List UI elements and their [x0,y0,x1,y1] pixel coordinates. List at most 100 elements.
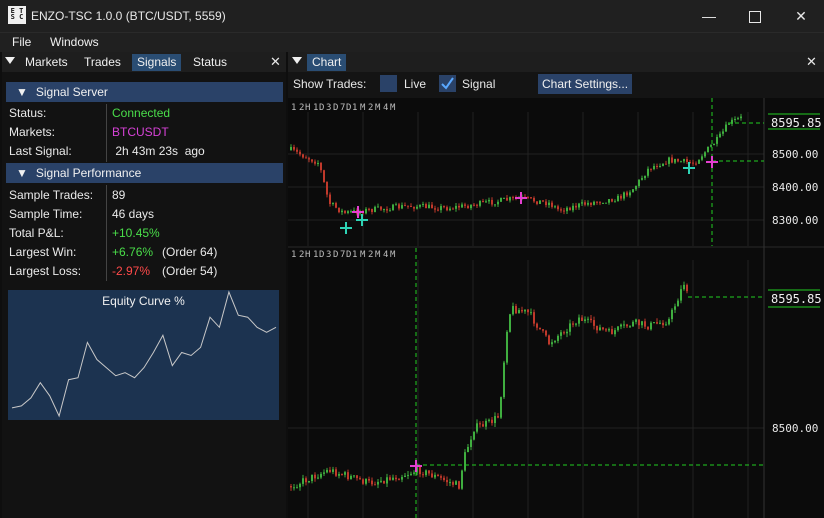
signal-checkbox[interactable] [439,75,456,92]
chart-panel-menu-icon[interactable] [292,57,302,64]
top-chart-candle [581,202,583,204]
top-chart-candle [530,197,532,199]
top-chart-candle [425,204,427,209]
top-chart-candle [698,159,700,164]
menu-windows[interactable]: Windows [50,35,99,49]
signal-performance-header[interactable]: ▼ Signal Performance [6,163,283,183]
top-chart-candle [434,208,436,210]
tab-status[interactable]: Status [193,55,228,69]
top-chart-candle [659,166,661,168]
bottom-chart-candle [446,480,448,483]
collapse-arrow-icon: ▼ [16,85,28,99]
tab-markets[interactable]: Markets [25,55,68,69]
bottom-chart-candle [314,474,316,479]
largest-loss-value: -2.97% [112,264,151,278]
close-left-panel-icon[interactable]: ✕ [270,54,281,69]
top-chart-candle [602,202,604,204]
live-checkbox[interactable] [380,75,397,92]
tab-chart[interactable]: Chart [307,54,347,71]
top-chart-candle [416,206,418,209]
top-chart-candle [731,119,733,124]
top-chart-candle [686,159,688,162]
top-chart-candle [332,203,334,205]
close-chart-panel-icon[interactable]: ✕ [806,54,817,69]
bottom-chart-candle [467,446,469,453]
tab-trades[interactable]: Trades [84,55,121,69]
top-chart-candle [542,200,544,202]
bottom-chart-candle [356,475,358,479]
menu-file[interactable]: File [12,35,32,49]
bottom-chart-candle [443,477,445,481]
equity-curve-plot [11,290,277,418]
maximize-button[interactable] [732,0,778,32]
bottom-chart-candle [542,329,544,331]
bottom-chart-candle [662,322,664,326]
equity-curve-title: Equity Curve % [102,294,185,308]
top-chart-candle [353,210,355,212]
bottom-chart-candle [482,424,484,427]
top-chart-candle [545,201,547,206]
bottom-chart-candle [359,478,361,480]
current-price-label: 8595.85 [771,116,822,130]
top-chart-candle [407,205,409,207]
top-chart-candle [491,199,493,205]
timeframe-label: 4 [383,250,388,260]
bottom-chart-candle [509,314,511,332]
top-chart-candle [497,201,499,205]
top-chart-candle [710,145,712,147]
bottom-chart-candle [608,329,610,331]
top-chart-candle [716,137,718,144]
top-chart-candle [428,204,430,209]
top-chart-candle [719,133,721,138]
window-title: ENZO-TSC 1.0.0 (BTC/USDT, 5559) [31,9,226,23]
chart-settings-button[interactable]: Chart Settings... [538,74,633,94]
top-chart-candle [290,147,292,150]
signal-server-header[interactable]: ▼ Signal Server [6,82,283,102]
top-chart-candle [695,163,697,165]
close-window-button[interactable]: ✕ [778,0,824,32]
top-chart-candle [641,178,643,180]
bottom-chart-candle [458,481,460,489]
top-chart-candle [557,206,559,210]
status-label: Status: [9,106,47,120]
bottom-chart-candle [422,474,424,476]
bottom-chart-candle [494,416,496,424]
top-chart-candle [674,158,676,163]
left-panel-menu-icon[interactable] [5,57,15,64]
live-label: Live [404,77,427,91]
top-chart-candle [620,195,622,199]
timeframe-label: 7 [340,250,345,260]
equity-curve-chart: Equity Curve % [8,290,279,420]
price-axis-label: 8500.00 [772,148,818,161]
minimize-button[interactable]: — [686,0,732,32]
bottom-chart-candle [371,480,373,485]
bottom-chart-candle [413,472,415,474]
bottom-chart-candle [527,309,529,313]
bottom-chart-candle [350,475,352,480]
price-axis-label: 8400.00 [772,181,818,194]
timeframe-label: M [390,103,396,113]
bottom-chart-candle [389,477,391,480]
tab-signals[interactable]: Signals [132,54,182,71]
left-panel [2,52,286,518]
timeframe-label: D [346,250,351,260]
bottom-chart-candle [575,323,577,325]
top-chart-candle [560,209,562,211]
top-chart-candle [461,204,463,208]
top-chart-candle [512,197,514,199]
bottom-chart-candle [497,416,499,418]
top-chart-candle [365,208,367,214]
last-signal-value: 2h 43m 23s ago [112,144,205,158]
bottom-chart-candle [560,332,562,336]
bottom-chart-candle [545,330,547,336]
top-chart-candle [554,206,556,208]
bottom-chart-candle [374,484,376,486]
top-chart-candle [662,163,664,167]
top-chart-candle [395,204,397,206]
largest-loss-order: (Order 54) [162,264,218,278]
bottom-chart-candle [449,482,451,484]
top-chart-candle [584,202,586,205]
top-chart-candle [338,207,340,213]
top-chart-candle [605,202,607,204]
timeframe-label: M [360,250,366,260]
